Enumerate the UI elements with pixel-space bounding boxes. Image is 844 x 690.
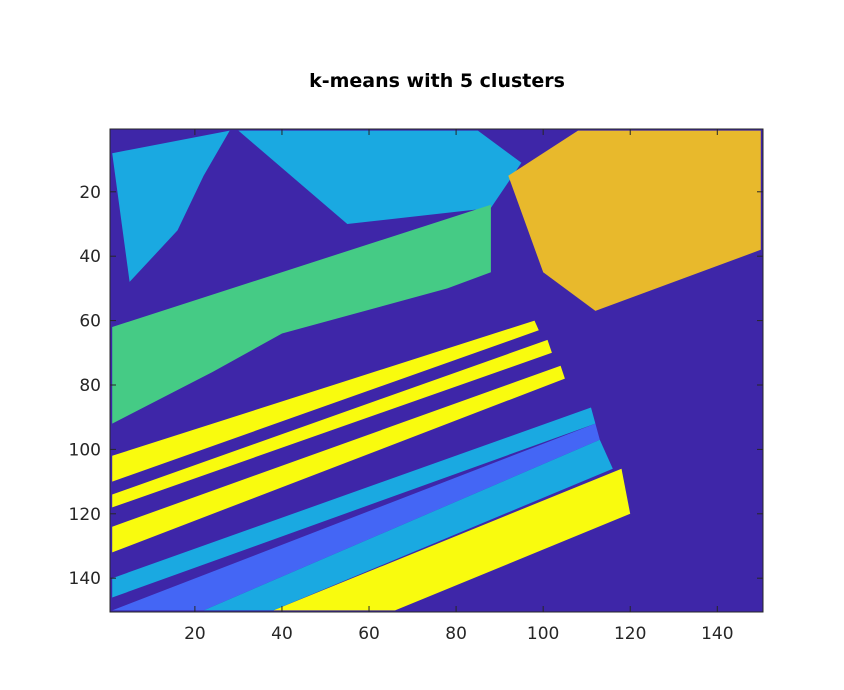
x-tick-label: 100: [527, 624, 559, 644]
x-tick-label: 20: [184, 624, 206, 644]
y-tick-label: 20: [79, 183, 101, 203]
cluster-region-4: [508, 130, 761, 311]
y-tick-label: 140: [69, 569, 101, 589]
y-tick-label: 60: [79, 312, 101, 332]
y-tick-label: 80: [79, 376, 101, 396]
x-tick-label: 40: [271, 624, 293, 644]
y-tick-label: 40: [79, 247, 101, 267]
x-tick-label: 120: [614, 624, 646, 644]
x-tick-label: 60: [358, 624, 380, 644]
cluster-region-2: [164, 130, 522, 224]
cluster-region-10: [112, 407, 596, 598]
y-tick-label: 120: [69, 505, 101, 525]
cluster-region-3: [112, 204, 491, 424]
y-tick-label: 100: [69, 440, 101, 460]
cluster-region-5: [112, 320, 539, 482]
cluster-map: [110, 129, 763, 612]
x-axis: 20 40 60 80 100 120 140: [184, 129, 734, 644]
cluster-region-1: [112, 130, 230, 282]
plot-area-frame: [109, 128, 764, 613]
cluster-region-11: [203, 439, 613, 611]
cluster-region-9: [112, 423, 600, 611]
cluster-region-8: [273, 468, 631, 611]
x-tick-label: 140: [701, 624, 733, 644]
cluster-region-7: [112, 365, 565, 553]
x-tick-label: 80: [445, 624, 467, 644]
chart-title: k-means with 5 clusters: [309, 70, 565, 92]
cluster-region-6: [112, 339, 552, 508]
y-axis: 20 40 60 80 100 120 140: [69, 183, 763, 589]
